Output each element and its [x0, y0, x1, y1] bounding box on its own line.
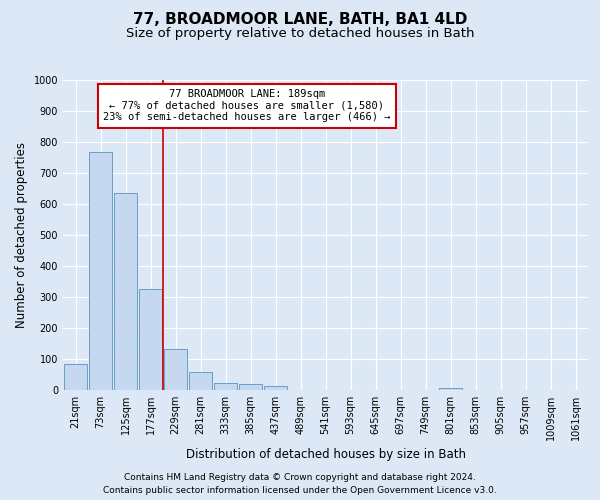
Bar [89, 152, 112, 390]
Bar [239, 384, 262, 390]
Bar [139, 288, 162, 390]
Bar [64, 364, 87, 390]
Bar [114, 192, 137, 390]
Text: 77 BROADMOOR LANE: 189sqm
← 77% of detached houses are smaller (1,580)
23% of se: 77 BROADMOOR LANE: 189sqm ← 77% of detac… [103, 90, 391, 122]
Text: Size of property relative to detached houses in Bath: Size of property relative to detached ho… [126, 28, 474, 40]
Bar [264, 386, 287, 390]
Text: 77, BROADMOOR LANE, BATH, BA1 4LD: 77, BROADMOOR LANE, BATH, BA1 4LD [133, 12, 467, 28]
Bar [214, 383, 237, 390]
Y-axis label: Number of detached properties: Number of detached properties [15, 142, 28, 328]
Text: Contains public sector information licensed under the Open Government Licence v3: Contains public sector information licen… [103, 486, 497, 495]
X-axis label: Distribution of detached houses by size in Bath: Distribution of detached houses by size … [185, 448, 466, 462]
Bar [164, 349, 187, 390]
Bar [439, 388, 462, 390]
Text: Contains HM Land Registry data © Crown copyright and database right 2024.: Contains HM Land Registry data © Crown c… [124, 474, 476, 482]
Bar [189, 372, 212, 390]
